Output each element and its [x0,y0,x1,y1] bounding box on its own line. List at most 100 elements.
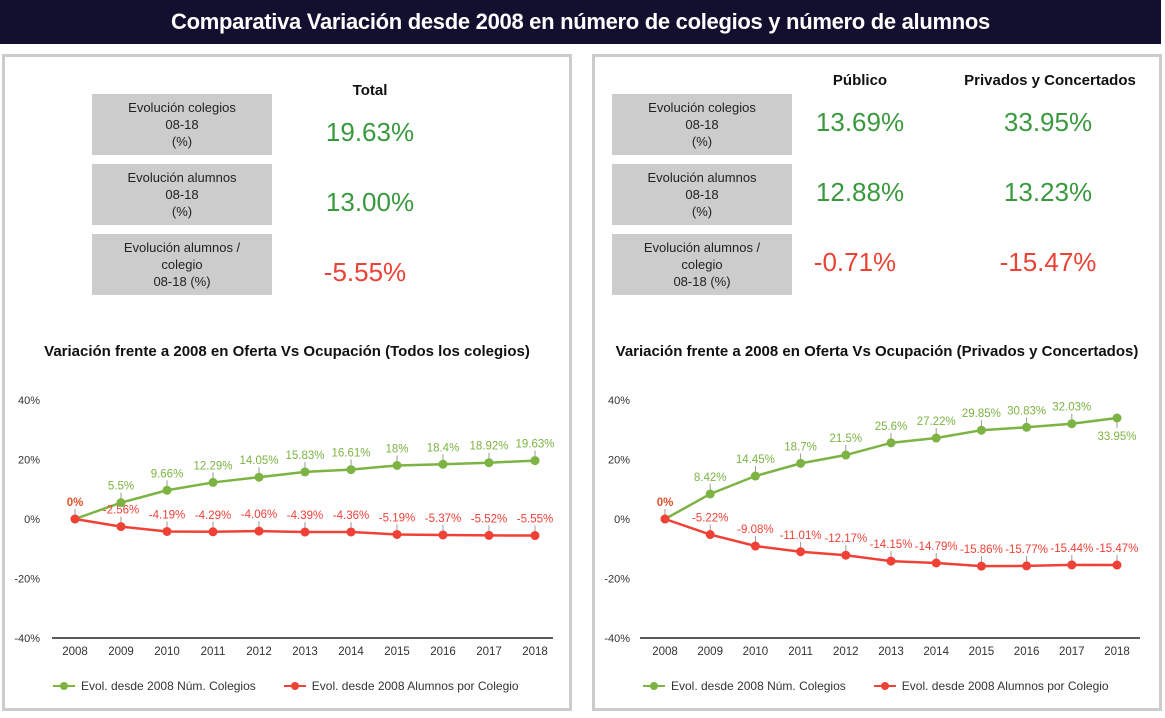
x-tick-label: 2011 [788,646,813,658]
x-tick-label: 2011 [201,646,226,658]
data-label: 33.95% [1097,431,1136,443]
legend-swatch-green [53,681,75,691]
data-label: 0% [657,497,674,509]
y-tick-label: -20% [14,574,40,586]
data-point [162,485,172,495]
data-label: 8.42% [694,472,727,484]
x-tick-label: 2016 [1014,646,1040,658]
kpi-privados-colegios: 33.95% [1003,107,1093,137]
data-point [208,527,218,537]
data-point [530,531,540,541]
x-tick-label: 2010 [743,646,769,658]
data-label: -5.55% [517,514,553,526]
data-point [1067,419,1077,429]
data-label: -11.01% [780,530,822,542]
kpi-publico-colegios: 13.69% [815,107,905,137]
x-tick-label: 2017 [1059,646,1085,658]
data-label: -12.17% [824,533,867,545]
data-label: -5.37% [425,513,461,525]
data-point [931,558,941,568]
x-tick-label: 2018 [522,646,548,658]
data-point [392,460,402,470]
data-label: -5.19% [379,512,415,524]
data-label: 18% [385,443,408,455]
kpi-label-line: 08-18 [165,187,199,202]
data-label: 18.4% [427,442,460,454]
legend-label: Evol. desde 2008 Núm. Colegios [81,679,256,693]
kpi-privados-alumnos-colegio: -15.47% [999,247,1097,277]
data-label: 21.5% [829,433,862,445]
kpi-label-alumnos: Evolución alumnos 08-18 (%) [92,164,272,225]
data-point [1067,560,1077,570]
data-point [392,529,402,539]
chart-legend-todos: Evol. desde 2008 Núm. Colegios Evol. des… [53,679,541,693]
data-label: -14.15% [870,539,913,551]
x-tick-label: 2014 [338,646,364,658]
kpi-label-line: colegio [161,257,203,272]
kpi-label-line: 08-18 [685,117,719,132]
data-point [660,514,670,524]
data-point [162,526,172,536]
data-point [1112,413,1122,423]
y-tick-label: -20% [604,574,630,586]
data-point [976,561,986,571]
data-label: 27.22% [917,416,956,428]
data-point [1022,422,1032,432]
x-tick-label: 2008 [652,646,678,658]
data-point [886,438,896,448]
x-tick-label: 2017 [476,646,502,658]
data-label: -14.79% [915,541,958,553]
data-point [705,530,715,540]
data-point [300,467,310,477]
data-label: 16.61% [331,448,370,460]
data-point [796,458,806,468]
kpi-label-alumnos-colegio: Evolución alumnos / colegio 08-18 (%) [612,234,792,295]
x-tick-label: 2014 [923,646,949,658]
x-tick-label: 2015 [384,646,410,658]
data-point [116,498,126,508]
data-label: -15.47% [1096,543,1139,555]
kpi-publico-alumnos-colegio: -0.71% [813,247,897,277]
kpi-label-line: (%) [691,134,713,149]
x-tick-label: 2013 [292,646,318,658]
kpi-label-line: (%) [171,204,193,219]
y-tick-label: -40% [14,633,40,645]
kpi-label-line: Evolución colegios [128,100,236,115]
line-chart-privados: 40% 20% 0% -20% -40% 2008 2009 2010 2011 2012 2013… [604,395,1140,658]
chart-title-privados: Variación frente a 2008 en Oferta Vs Ocu… [615,343,1139,360]
kpi-label-line: (%) [171,134,193,149]
data-label: 29.85% [962,408,1001,420]
data-label: 30.83% [1007,405,1046,417]
legend-item-alumnos: Evol. desde 2008 Alumnos por Colegio [873,679,1109,693]
data-point [116,522,126,532]
data-label: -4.36% [333,510,369,522]
kpi-label-line: (%) [691,204,713,219]
data-point [208,477,218,487]
column-header-total: Total [352,82,388,99]
panel-publico-privados: Público Privados y Concertados Evolución… [592,54,1162,711]
data-label: 19.63% [515,439,554,451]
legend-swatch-red [283,681,306,691]
legend-item-alumnos: Evol. desde 2008 Alumnos por Colegio [283,679,519,693]
data-point [438,530,448,540]
data-label: -2.56% [103,505,139,517]
kpi-total-alumnos-colegio: -5.55% [323,257,407,287]
data-point [1022,561,1032,571]
data-point [484,530,494,540]
data-label: -4.06% [241,509,277,521]
kpi-label-line: 08-18 [685,187,719,202]
kpi-label-line: Evolución alumnos / [123,240,241,255]
kpi-label-alumnos: Evolución alumnos 08-18 (%) [612,164,792,225]
y-tick-label: 0% [614,514,630,526]
chart-title-todos: Variación frente a 2008 en Oferta Vs Ocu… [44,343,530,360]
data-label: 9.66% [151,468,184,480]
x-tick-label: 2018 [1104,646,1130,658]
data-label: 32.03% [1052,402,1091,414]
data-point [484,458,494,468]
kpi-label-line: Evolución alumnos [127,170,237,185]
panel-total: Total Evolución colegios 08-18 (%) Evolu… [2,54,572,711]
kpi-label-alumnos-colegio: Evolución alumnos / colegio 08-18 (%) [92,234,272,295]
line-chart-todos: 40% 20% 0% -20% -40% 2008 2009 2010 2011 2012 2013… [14,395,554,658]
data-point [254,526,264,536]
data-label: -4.29% [195,510,231,522]
